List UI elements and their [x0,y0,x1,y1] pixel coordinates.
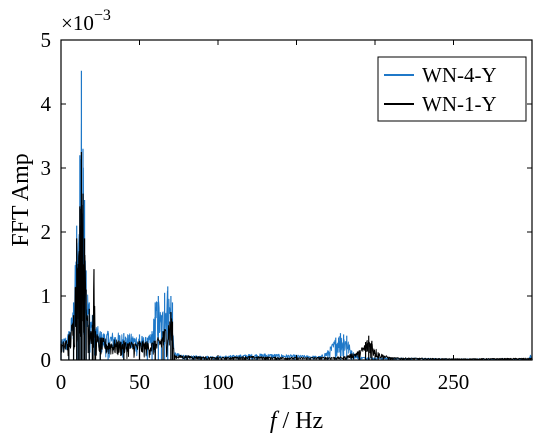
legend: WN-4-Y WN-1-Y [377,56,527,122]
x-tick-label: 50 [129,370,150,394]
y-tick-label: 2 [41,220,52,244]
series-line-wn-4-y [60,123,533,361]
legend-label-wn-4-y: WN-4-Y [422,63,497,87]
x-axis-ticks: 0 50 100 150 200 250 [56,40,470,394]
y-axis-multiplier-base: ×10 [61,11,94,35]
y-tick-label: 5 [41,28,52,52]
y-tick-label: 3 [41,156,52,180]
x-axis-label: f / Hz [270,408,323,434]
y-axis-label: FFT Amp [8,153,34,247]
y-tick-label: 1 [41,284,52,308]
x-tick-label: 250 [438,370,470,394]
y-axis-ticks: 0 1 2 3 4 5 [41,28,532,372]
x-tick-label: 100 [202,370,234,394]
y-tick-label: 0 [41,348,52,372]
legend-frame [377,56,527,122]
y-tick-label: 4 [41,92,52,116]
legend-label-wn-1-y: WN-1-Y [422,92,497,116]
x-axis-label-unit: / Hz [277,408,324,434]
y-axis-multiplier: ×10−3 [61,7,111,35]
x-axis-label-variable: f [270,408,280,434]
x-tick-label: 0 [56,370,67,394]
x-tick-label: 150 [281,370,313,394]
x-tick-label: 200 [359,370,391,394]
y-axis-multiplier-exponent: −3 [94,7,111,24]
